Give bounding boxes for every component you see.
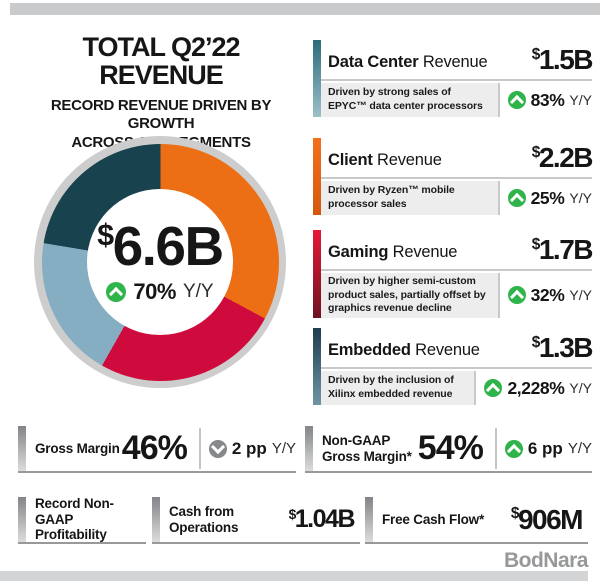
up-arrow-icon <box>507 91 526 110</box>
card-value: $2.2B <box>531 142 594 173</box>
card-accent-bar <box>313 40 321 117</box>
up-arrow-icon <box>504 439 523 458</box>
card-title: Embedded Revenue <box>328 341 480 359</box>
card-description: Driven by the inclusion of Xilinx embedd… <box>321 371 475 405</box>
card-title: Gaming Revenue <box>328 243 458 261</box>
bottom-frame-bar <box>0 571 588 581</box>
page-subtitle-line1: RECORD REVENUE DRIVEN BY GROWTH <box>50 96 272 133</box>
metric-accent-bar <box>18 497 26 542</box>
metric-value: $906M <box>510 503 584 535</box>
card-value: $1.7B <box>531 234 594 265</box>
card-change: 2,228% Y/Y <box>474 371 592 405</box>
card-gaming-revenue: Gaming Revenue $1.7B Driven by higher se… <box>313 230 594 318</box>
up-arrow-icon <box>106 282 127 302</box>
metric-label: Record Non-GAAP Profitability <box>35 496 114 543</box>
vertical-divider <box>198 428 201 469</box>
metric-record-profitability: Record Non-GAAP Profitability <box>18 496 146 544</box>
metric-value: 54% <box>417 429 484 467</box>
donut-center: $6.6B 70% Y/Y <box>87 189 233 335</box>
metric-accent-bar <box>305 426 313 471</box>
total-revenue-change: 70% Y/Y <box>106 279 214 305</box>
card-client-revenue: Client Revenue $2.2B Driven by Ryzen™ mo… <box>313 138 594 215</box>
card-embedded-revenue: Embedded Revenue $1.3B Driven by the inc… <box>313 328 594 405</box>
metric-accent-bar <box>18 426 26 471</box>
card-data-center-revenue: Data Center Revenue $1.5B Driven by stro… <box>313 40 594 117</box>
metric-accent-bar <box>152 497 160 542</box>
card-accent-bar <box>313 138 321 215</box>
total-revenue-value: $6.6B <box>97 215 224 277</box>
down-arrow-icon <box>208 439 227 458</box>
card-change: 83% Y/Y <box>497 83 592 117</box>
metric-non-gaap-gross-margin: Non-GAAP Gross Margin* 54% 6 pp Y/Y <box>305 426 592 473</box>
title-block: TOTAL Q2’22 REVENUE RECORD REVENUE DRIVE… <box>18 33 304 153</box>
up-arrow-icon <box>484 379 503 398</box>
bodnara-logo: BodNara <box>503 549 589 572</box>
revenue-donut-chart: $6.6B 70% Y/Y <box>34 136 286 388</box>
top-frame-bar <box>10 3 600 15</box>
card-value: $1.5B <box>531 44 594 75</box>
up-arrow-icon <box>507 286 526 305</box>
card-accent-bar <box>313 328 321 405</box>
metric-cash-from-operations: Cash from Operations $1.04B <box>152 497 360 544</box>
metric-free-cash-flow: Free Cash Flow* $906M <box>365 497 588 544</box>
metric-change: 2 pp Y/Y <box>208 439 296 459</box>
up-arrow-icon <box>507 189 526 208</box>
metric-label: Gross Margin <box>35 440 120 456</box>
card-change: 25% Y/Y <box>497 181 592 215</box>
metric-label: Free Cash Flow* <box>382 511 485 527</box>
metric-label: Cash from Operations <box>169 503 239 535</box>
metric-value: 46% <box>121 429 188 467</box>
card-change: 32% Y/Y <box>497 273 592 318</box>
vertical-divider <box>494 428 497 469</box>
metric-accent-bar <box>365 497 373 542</box>
card-description: Driven by strong sales of EPYC™ data cen… <box>321 83 498 117</box>
card-description: Driven by higher semi-custom product sal… <box>321 273 498 318</box>
metric-gross-margin: Gross Margin 46% 2 pp Y/Y <box>18 426 296 473</box>
card-title: Client Revenue <box>328 151 442 169</box>
card-title: Data Center Revenue <box>328 53 488 71</box>
card-value: $1.3B <box>531 332 594 363</box>
metric-value: $1.04B <box>288 505 356 533</box>
card-description: Driven by Ryzen™ mobile processor sales <box>321 181 498 215</box>
card-accent-bar <box>313 230 321 318</box>
page-title: TOTAL Q2’22 REVENUE <box>82 32 240 91</box>
metric-label: Non-GAAP Gross Margin* <box>322 432 412 464</box>
metric-change: 6 pp Y/Y <box>504 439 592 459</box>
